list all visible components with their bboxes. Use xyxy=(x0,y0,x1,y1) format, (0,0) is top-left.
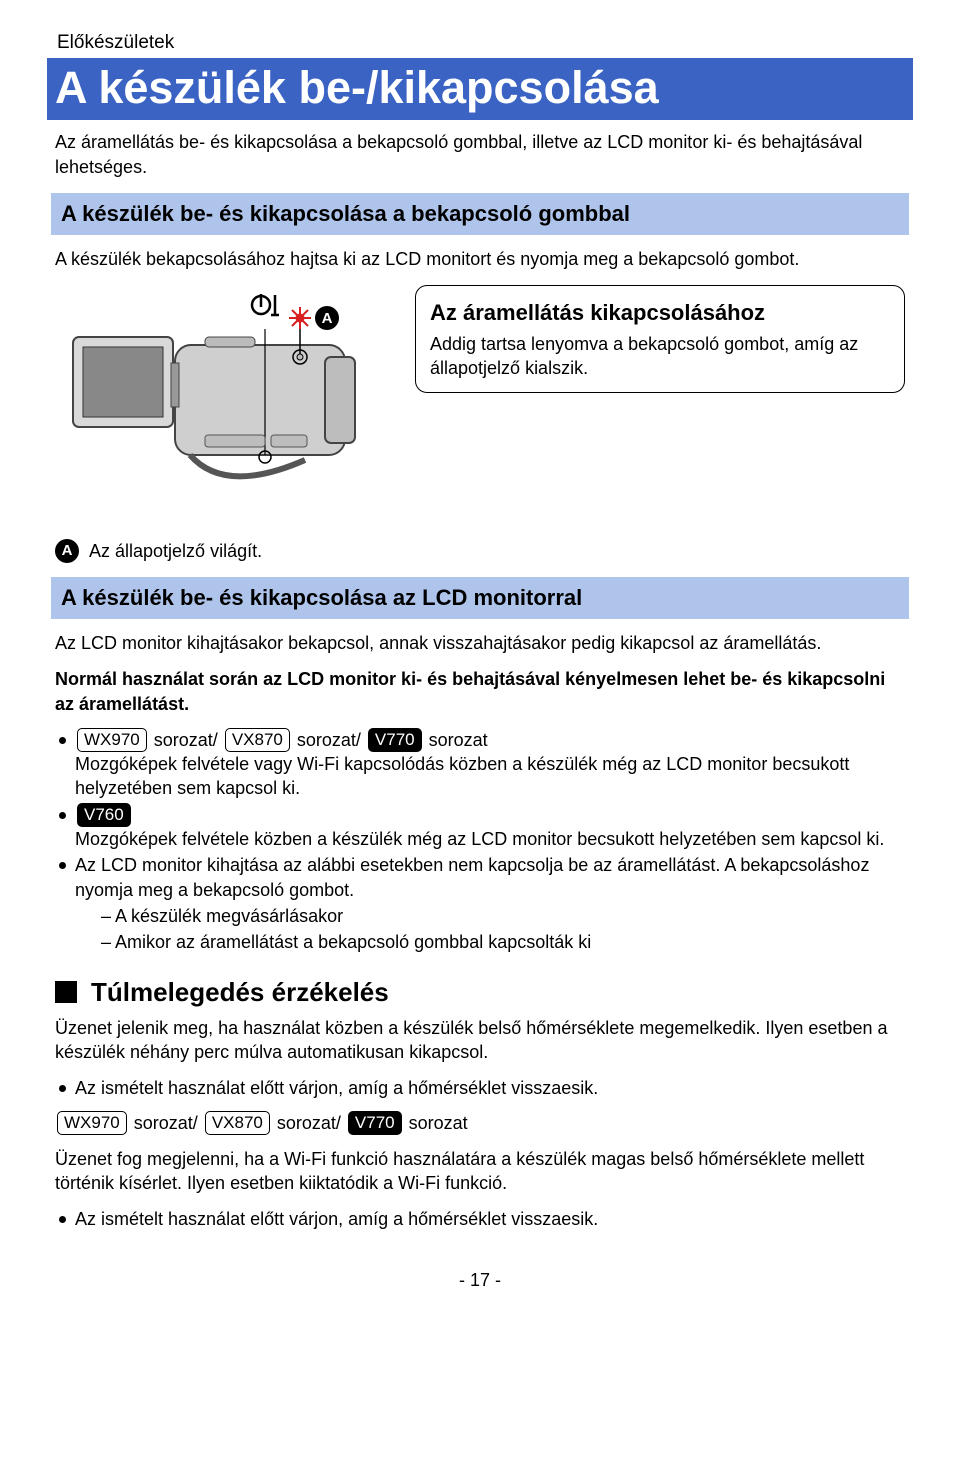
h3-overheat: Túlmelegedés érzékelés xyxy=(55,975,905,1010)
model-wx970: WX970 xyxy=(77,728,147,752)
intro-paragraph: Az áramellátás be- és kikapcsolása a bek… xyxy=(55,130,905,179)
legend-row: A Az állapotjelző világít. xyxy=(55,539,905,563)
model-v770: V770 xyxy=(348,1111,402,1135)
series-text: sorozat xyxy=(409,1113,468,1133)
sec3-b1: Az ismételt használat előtt várjon, amíg… xyxy=(55,1076,905,1100)
bullet2-body: Mozgóképek felvétele közben a készülék m… xyxy=(75,827,905,851)
sec3-bullets-2: Az ismételt használat előtt várjon, amíg… xyxy=(55,1207,905,1231)
model-vx870: VX870 xyxy=(225,728,290,752)
model-wx970: WX970 xyxy=(57,1111,127,1135)
callout-title: Az áramellátás kikapcsolásához xyxy=(430,298,890,328)
camcorder-illustration: A xyxy=(55,285,395,515)
model-v760: V760 xyxy=(77,803,131,827)
sec2-p2-bold: Normál használat során az LCD monitor ki… xyxy=(55,667,905,716)
sec1-text: A készülék bekapcsolásához hajtsa ki az … xyxy=(55,247,905,271)
power-off-callout: Az áramellátás kikapcsolásához Addig tar… xyxy=(415,285,905,393)
series-text: sorozat/ xyxy=(154,730,218,750)
bullet3-body: Az LCD monitor kihajtása az alábbi esete… xyxy=(75,855,869,899)
model-vx870: VX870 xyxy=(205,1111,270,1135)
model-v770: V770 xyxy=(368,728,422,752)
section-label: Előkészületek xyxy=(55,30,905,56)
sec3-p2: Üzenet fog megjelenni, ha a Wi-Fi funkci… xyxy=(55,1147,905,1196)
bullet3-sub1: – A készülék megvásárlásakor xyxy=(95,904,905,928)
bullet-models-2: V760 Mozgóképek felvétele közben a készü… xyxy=(55,803,905,852)
sec3-b2: Az ismételt használat előtt várjon, amíg… xyxy=(55,1207,905,1231)
title-bar: A készülék be-/kikapcsolása xyxy=(47,58,913,121)
diagram-row: A Az áramellátás kikapcsolásához Addig t… xyxy=(55,285,905,515)
series-text: sorozat/ xyxy=(134,1113,198,1133)
sec2-bullets: WX970 sorozat/ VX870 sorozat/ V770 soroz… xyxy=(55,728,905,955)
bullet1-body: Mozgóképek felvétele vagy Wi-Fi kapcsoló… xyxy=(75,752,905,801)
sec3-bullets-1: Az ismételt használat előtt várjon, amíg… xyxy=(55,1076,905,1100)
callout-body: Addig tartsa lenyomva a bekapcsoló gombo… xyxy=(430,332,890,381)
bullet-3: Az LCD monitor kihajtása az alábbi esete… xyxy=(55,853,905,954)
sec2-p1: Az LCD monitor kihajtásakor bekapcsol, a… xyxy=(55,631,905,655)
page-title: A készülék be-/kikapcsolása xyxy=(55,58,905,119)
h3-text: Túlmelegedés érzékelés xyxy=(91,975,389,1010)
legend-text: Az állapotjelző világít. xyxy=(89,539,262,563)
sec3-p1: Üzenet jelenik meg, ha használat közben … xyxy=(55,1016,905,1065)
series-text: sorozat/ xyxy=(297,730,361,750)
bullet-models-1: WX970 sorozat/ VX870 sorozat/ V770 soroz… xyxy=(55,728,905,801)
series-text: sorozat xyxy=(429,730,488,750)
legend-marker-a: A xyxy=(55,539,79,563)
page-number: - 17 - xyxy=(55,1268,905,1292)
sec3-model-line: WX970 sorozat/ VX870 sorozat/ V770 soroz… xyxy=(55,1111,905,1135)
svg-text:A: A xyxy=(322,310,333,327)
series-text: sorozat/ xyxy=(277,1113,341,1133)
bullet3-sub2: – Amikor az áramellátást a bekapcsoló go… xyxy=(95,930,905,954)
subheading-lcd: A készülék be- és kikapcsolása az LCD mo… xyxy=(51,577,909,619)
h3-square-marker xyxy=(55,981,77,1003)
subheading-power-button: A készülék be- és kikapcsolása a bekapcs… xyxy=(51,193,909,235)
